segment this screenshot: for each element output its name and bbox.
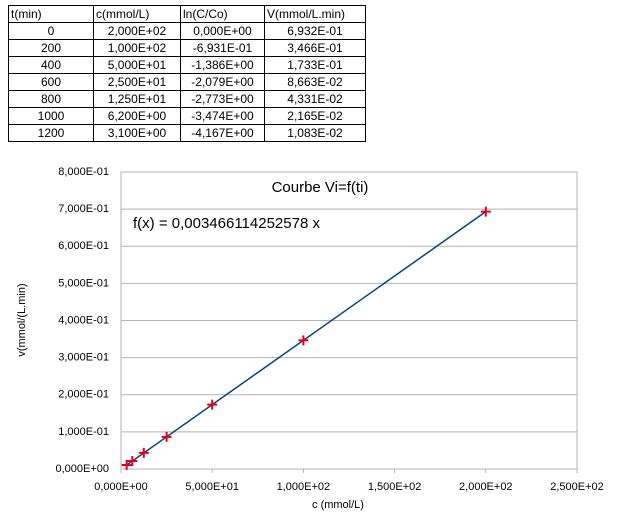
table-cell: 6,200E+00 [93,107,181,125]
table-cell: -4,167E+00 [180,124,265,142]
x-tick-label: 1,000E+02 [277,481,331,493]
table-cell: 3,100E+00 [93,124,181,142]
data-point [298,335,309,346]
x-tick-label: 2,000E+02 [459,481,513,493]
y-tick-label: 8,000E-01 [58,166,109,178]
data-table: t(min) c(mmol/L) ln(C/Co) V(mmol/L.min) 0 2,0… [8,5,366,142]
table-row: 1000 6,200E+00 -3,474E+00 2,165E-02 [8,107,366,125]
table-cell: 1,083E-02 [264,124,366,142]
trendline-equation: f(x) = 0,003466114252578 x [133,215,320,232]
table-cell: 600 [8,73,94,91]
y-tick-label: 5,000E-01 [58,277,109,289]
table-cell: 0,000E+00 [180,22,265,40]
y-tick-label: 2,000E-01 [58,389,109,401]
data-point [127,455,138,466]
x-axis-label: c (mmol/L) [312,499,364,511]
data-point [480,206,491,217]
data-point [161,431,172,442]
x-tick-label: 1,500E+02 [368,481,422,493]
chart-title: Courbe Vi=f(ti) [272,179,369,196]
y-tick-label: 0,000E+00 [55,463,109,475]
table-cell: 1,000E+02 [93,39,181,57]
table-row: 200 1,000E+02 -6,931E-01 3,466E-01 [8,39,366,57]
y-tick-label: 1,000E-01 [58,426,109,438]
x-tick-label: 5,000E+01 [185,481,239,493]
table-cell: 3,466E-01 [264,39,366,57]
y-tick-label: 3,000E-01 [58,352,109,364]
y-tick-label: 6,000E-01 [58,240,109,252]
data-point [207,399,218,410]
table-cell: 1,733E-01 [264,56,366,74]
x-tick-label: 0,000E+00 [94,481,148,493]
data-point [138,447,149,458]
table-row: 1200 3,100E+00 -4,167E+00 1,083E-02 [8,124,366,142]
y-axis-label: v(mmol/(L.min) [16,283,28,356]
table-cell: -3,474E+00 [180,107,265,125]
x-tick-label: 2,500E+02 [550,481,604,493]
trendline [126,211,487,466]
table-cell: 1200 [8,124,94,142]
table-cell: 1000 [8,107,94,125]
table-row: 800 1,250E+01 -2,773E+00 4,331E-02 [8,90,366,108]
y-tick-label: 4,000E-01 [58,314,109,326]
table-cell: -6,931E-01 [180,39,265,57]
y-tick-label: 7,000E-01 [58,203,109,215]
table-cell: 2,500E+01 [93,73,181,91]
data-point [121,459,132,470]
table-cell: 4,331E-02 [264,90,366,108]
